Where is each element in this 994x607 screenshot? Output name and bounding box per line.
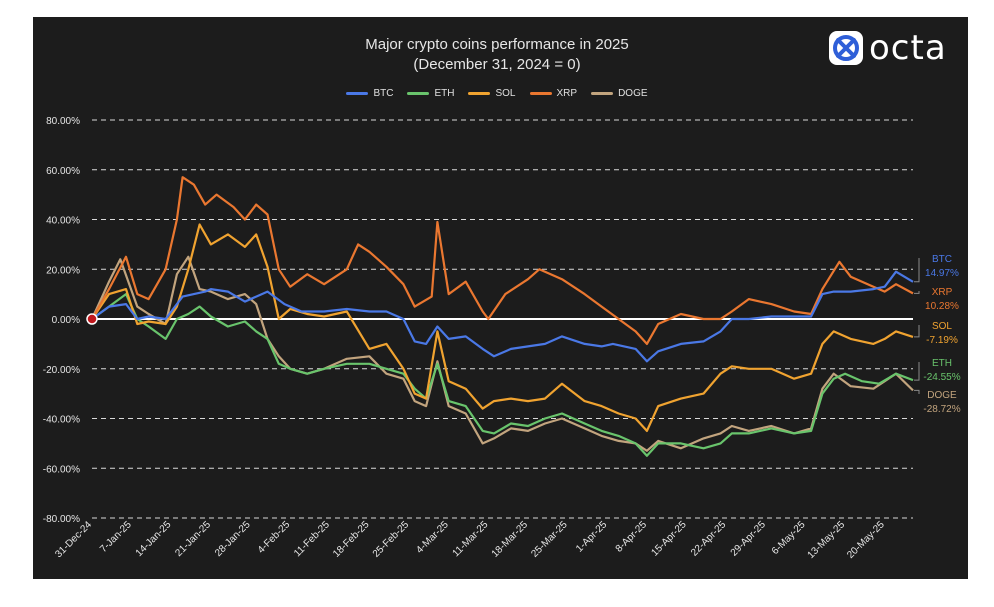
series-line-btc — [91, 270, 914, 363]
end-label-leader — [914, 258, 920, 283]
octa-logo-text: octa — [869, 28, 947, 68]
y-tick-label: -20.00% — [43, 365, 80, 376]
x-tick-label: 25-Feb-25 — [371, 519, 412, 560]
end-label-value-xrp: 10.28% — [925, 301, 959, 312]
legend-item-sol: SOL — [468, 88, 516, 99]
x-tick-label: 29-Apr-25 — [729, 519, 769, 559]
x-tick-label: 28-Jan-25 — [213, 519, 253, 559]
legend-item-btc: BTC — [346, 88, 393, 99]
legend-swatch-sol — [468, 92, 491, 95]
x-tick-label: 20-May-25 — [845, 519, 887, 561]
series-line-sol — [91, 223, 914, 432]
x-tick-label: 18-Feb-25 — [331, 519, 372, 560]
origin-marker — [86, 313, 98, 325]
legend-item-doge: DOGE — [591, 88, 648, 99]
x-tick-label: 18-Mar-25 — [490, 519, 531, 560]
chart-panel — [33, 17, 968, 579]
chart-title: Major crypto coins performance in 2025 — [365, 36, 629, 53]
end-label-leader — [914, 389, 920, 394]
x-tick-label: 22-Apr-25 — [689, 519, 729, 559]
octa-logo: octa — [829, 29, 947, 67]
legend-label-doge: DOGE — [618, 88, 648, 99]
octa-logo-mark-icon — [829, 31, 863, 65]
legend-item-xrp: XRP — [529, 88, 578, 99]
x-tick-label: 1-Apr-25 — [574, 519, 610, 555]
legend-swatch-btc — [346, 92, 369, 95]
x-tick-label: 4-Feb-25 — [256, 519, 293, 556]
legend-swatch-doge — [591, 92, 614, 95]
legend-label-eth: ETH — [434, 88, 455, 99]
y-tick-label: 60.00% — [46, 166, 80, 177]
y-tick-label: -60.00% — [43, 464, 80, 475]
y-tick-label: 20.00% — [46, 265, 80, 276]
legend-label-btc: BTC — [373, 88, 394, 99]
end-label-value-btc: 14.97% — [925, 268, 959, 279]
y-tick-label: -80.00% — [43, 514, 80, 525]
x-tick-label: 31-Dec-24 — [53, 519, 94, 560]
end-label-name-eth: ETH — [932, 358, 952, 369]
end-label-name-doge: DOGE — [927, 390, 957, 401]
x-tick-label: 8-Apr-25 — [614, 519, 650, 555]
x-tick-label: 25-Mar-25 — [529, 519, 570, 560]
y-tick-label: -40.00% — [43, 415, 80, 426]
end-label-value-eth: -24.55% — [923, 372, 960, 383]
chart-legend: BTC ETH SOL XRP DOGE — [0, 88, 994, 99]
end-label-leader — [914, 291, 920, 294]
x-tick-label: 4-Mar-25 — [414, 519, 451, 556]
series-line-xrp — [91, 176, 914, 345]
end-label-value-sol: -7.19% — [926, 335, 958, 346]
series-line-eth — [91, 293, 914, 457]
end-label-name-btc: BTC — [932, 254, 952, 265]
end-label-leader — [914, 362, 920, 381]
x-tick-label: 11-Feb-25 — [292, 519, 332, 559]
end-label-leader — [914, 325, 920, 338]
x-tick-label: 21-Jan-25 — [173, 519, 213, 559]
x-tick-label: 7-Jan-25 — [98, 519, 134, 555]
x-tick-label: 14-Jan-25 — [134, 519, 174, 559]
series-line-doge — [90, 255, 914, 452]
x-tick-label: 15-Apr-25 — [649, 519, 689, 559]
x-tick-label: 13-May-25 — [806, 519, 848, 561]
end-label-name-sol: SOL — [932, 321, 952, 332]
legend-item-eth: ETH — [407, 88, 454, 99]
y-tick-label: 40.00% — [46, 216, 80, 227]
x-tick-label: 6-May-25 — [770, 519, 808, 557]
end-label-name-xrp: XRP — [932, 287, 953, 298]
x-tick-label: 11-Mar-25 — [451, 519, 491, 559]
legend-swatch-eth — [407, 92, 430, 95]
y-tick-label: 0.00% — [52, 315, 80, 326]
legend-label-xrp: XRP — [556, 88, 578, 99]
chart-subtitle: (December 31, 2024 = 0) — [413, 56, 581, 73]
legend-label-sol: SOL — [495, 88, 516, 99]
end-label-value-doge: -28.72% — [923, 404, 960, 415]
y-tick-label: 80.00% — [46, 116, 80, 127]
legend-swatch-xrp — [529, 92, 552, 95]
